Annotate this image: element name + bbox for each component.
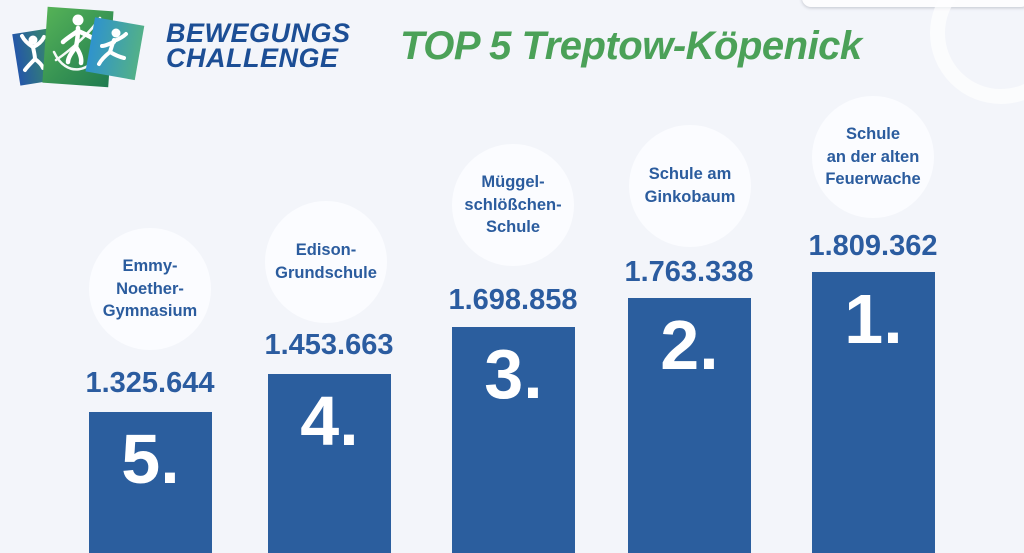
logo-squares-icon (12, 6, 145, 88)
score-value: 1.809.362 (808, 230, 938, 262)
rank-number: 1. (844, 280, 903, 358)
ranking-bar: 2. (628, 298, 751, 553)
rank-number: 5. (121, 420, 180, 498)
score-value: 1.325.644 (85, 367, 215, 399)
ranking-bar: 3. (452, 327, 575, 553)
page-title: TOP 5 Treptow-Köpenick (400, 24, 862, 68)
school-name: Edison- Grundschule (275, 241, 377, 282)
logo-wordmark: BEWEGUNGS CHALLENGE (166, 18, 351, 73)
school-bubble: Edison- Grundschule (265, 201, 387, 323)
school-bubble: Schule am Ginkobaum (629, 125, 751, 247)
score-value: 1.698.858 (448, 284, 578, 316)
school-name: Emmy- Noether- Gymnasium (102, 256, 198, 321)
school-bubble: Schule an der alten Feuerwache (812, 96, 934, 218)
ranking-bar: 4. (268, 374, 391, 553)
ring-decoration (930, 0, 1024, 104)
bewegungs-challenge-logo: BEWEGUNGS CHALLENGE (8, 4, 350, 96)
score-value: 1.763.338 (624, 256, 754, 288)
rank-number: 3. (484, 335, 543, 413)
ranking-bar: 1. (812, 272, 935, 553)
school-bubble: Emmy- Noether- Gymnasium (89, 228, 211, 350)
school-name: Müggel- schlößchen- Schule (464, 172, 562, 237)
school-bubble: Müggel- schlößchen- Schule (452, 144, 574, 266)
top-bar-fragment (802, 0, 1024, 7)
rank-number: 2. (660, 306, 719, 384)
ranking-bar: 5. (89, 412, 212, 553)
score-value: 1.453.663 (264, 329, 394, 361)
logo-wordmark-line2: CHALLENGE (166, 43, 339, 73)
school-name: Schule am Ginkobaum (644, 165, 736, 206)
logo-wordmark-line1: BEWEGUNGS (166, 18, 351, 48)
rank-number: 4. (300, 382, 359, 460)
school-name: Schule an der alten Feuerwache (825, 124, 921, 189)
